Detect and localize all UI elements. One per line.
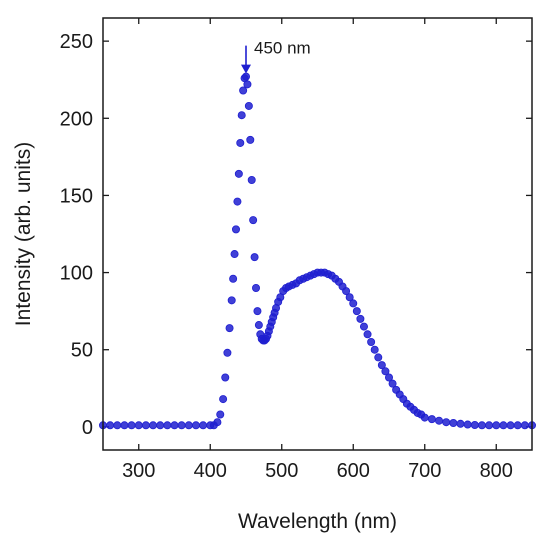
data-point (356, 314, 365, 323)
data-point (506, 421, 515, 430)
data-point (120, 421, 129, 430)
x-tick-label: 700 (408, 460, 441, 482)
annotation-label: 450 nm (254, 39, 311, 58)
data-point (442, 418, 451, 427)
y-tick-label: 200 (60, 108, 93, 130)
axis-layer: 300 400 500 600 700 800 0 50 100 150 200 250 (60, 18, 532, 482)
data-point (250, 253, 259, 262)
data-point (241, 72, 250, 81)
data-point (156, 421, 165, 430)
plot-frame (102, 17, 533, 451)
data-point (253, 307, 262, 316)
data-point (219, 395, 228, 404)
data-point (381, 367, 390, 376)
data-point (233, 197, 242, 206)
data-point (213, 418, 222, 427)
data-point (384, 373, 393, 382)
data-point (141, 421, 150, 430)
data-point (363, 330, 372, 339)
data-point (342, 287, 351, 296)
y-tick-label: 150 (60, 185, 93, 207)
data-point (477, 421, 486, 430)
data-point (223, 348, 232, 357)
x-axis-title: Wavelength (nm) (238, 510, 397, 533)
x-tick-label: 400 (194, 460, 227, 482)
data-point (513, 421, 522, 430)
data-point (221, 373, 230, 382)
data-point (388, 379, 397, 388)
y-axis-title: Intensity (arb. units) (12, 142, 35, 326)
data-point (249, 216, 258, 225)
data-point (244, 101, 253, 110)
data-point (134, 421, 143, 430)
data-point (377, 361, 386, 370)
data-point (149, 421, 158, 430)
data-point (456, 419, 465, 428)
data-point (177, 421, 186, 430)
series-markers (99, 72, 537, 430)
data-point (239, 86, 248, 95)
y-tick-label: 250 (60, 31, 93, 53)
x-tick-label: 600 (337, 460, 370, 482)
data-point (163, 421, 172, 430)
data-point (234, 169, 243, 178)
data-point (420, 413, 429, 422)
data-point (229, 274, 238, 283)
data-point (252, 283, 261, 292)
data-point (427, 415, 436, 424)
data-point (230, 250, 239, 259)
data-point (106, 421, 115, 430)
data-point (127, 421, 136, 430)
data-point (499, 421, 508, 430)
peak-annotation: 450 nm (241, 39, 311, 74)
y-tick-label: 50 (71, 340, 93, 362)
data-point (243, 80, 252, 89)
data-point (463, 420, 472, 429)
data-point (247, 175, 256, 184)
x-tick-label: 800 (480, 460, 513, 482)
data-point (199, 421, 208, 430)
x-tick-label: 500 (265, 460, 298, 482)
data-point (231, 225, 240, 234)
data-point (227, 296, 236, 305)
y-tick-label: 100 (60, 263, 93, 285)
data-point (184, 421, 193, 430)
data-point (236, 138, 245, 147)
data-point (370, 345, 379, 354)
data-point (191, 421, 200, 430)
data-point (170, 421, 179, 430)
data-point (520, 421, 529, 430)
data-point (113, 421, 122, 430)
data-point (374, 353, 383, 362)
annotation-arrowhead (241, 64, 251, 74)
data-point (237, 111, 246, 120)
data-point (492, 421, 501, 430)
data-point (216, 410, 225, 419)
data-point (449, 418, 458, 427)
data-point (435, 416, 444, 425)
data-point (359, 322, 368, 331)
data-point (254, 321, 263, 330)
data-point (485, 421, 494, 430)
data-point (367, 337, 376, 346)
data-point (470, 421, 479, 430)
data-point (345, 293, 354, 302)
data-point (225, 324, 234, 333)
data-point (246, 135, 255, 144)
x-tick-label: 300 (122, 460, 155, 482)
data-point (349, 299, 358, 308)
data-point (352, 307, 361, 316)
y-tick-label: 0 (82, 417, 93, 439)
